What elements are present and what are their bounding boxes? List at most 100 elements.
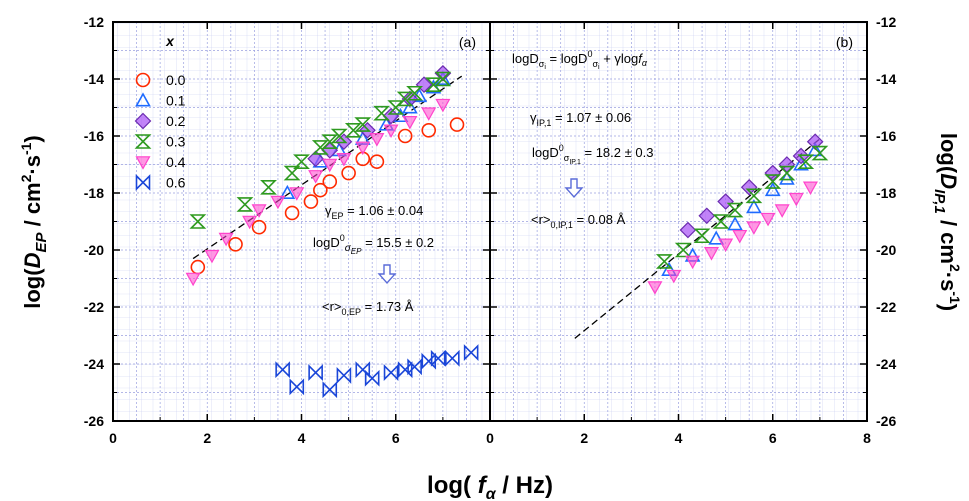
- y-tick-label-left: -12: [84, 14, 104, 30]
- y-tick-label-left: -24: [84, 356, 104, 372]
- data-point: [712, 214, 730, 229]
- data-point: [354, 117, 372, 132]
- data-point: [647, 281, 663, 295]
- fit-line: [192, 75, 463, 260]
- data-point: [760, 212, 776, 227]
- data-point: [218, 232, 234, 247]
- x-tick-label: 4: [675, 430, 683, 446]
- y-tick-label-right: -18: [876, 185, 896, 201]
- data-point: [303, 194, 319, 209]
- legend-marker: [134, 112, 152, 130]
- data-point: [425, 77, 442, 92]
- data-point: [308, 364, 323, 381]
- annotation-gamma-ep: γEP = 1.06 ± 0.04: [325, 203, 423, 221]
- x-tick-label: 2: [203, 430, 211, 446]
- data-point: [369, 133, 385, 147]
- panel-label: (a): [459, 34, 476, 50]
- data-point: [260, 180, 277, 195]
- data-point: [322, 158, 338, 173]
- annotation-r-ep: <r>0,EP = 1.73 Å: [322, 299, 414, 317]
- y-tick-label-right: -20: [876, 242, 896, 258]
- data-point: [396, 91, 414, 107]
- data-point: [289, 378, 305, 396]
- series-0.4: [185, 98, 451, 287]
- legend-label: 0.1: [166, 93, 186, 109]
- y-tick-label-right: -26: [876, 413, 896, 429]
- data-point: [802, 181, 818, 196]
- data-point: [449, 117, 465, 132]
- panel-a: 0 2 4 6 (a) x 0.0 0.1 0.2 0.3 0.4 0.6: [109, 21, 491, 446]
- y-tick-label-left: -16: [84, 128, 104, 144]
- data-point: [322, 381, 338, 399]
- data-point: [330, 128, 348, 144]
- annotation-r-ip: <r>0,IP,1 = 0.08 Å: [531, 212, 626, 230]
- data-point: [764, 174, 782, 189]
- legend-label: 0.2: [166, 113, 186, 129]
- data-point: [307, 150, 324, 168]
- panel-label: (b): [836, 34, 853, 50]
- data-point: [727, 216, 743, 231]
- legend: x 0.0 0.1 0.2 0.3 0.4 0.6: [134, 33, 186, 191]
- data-point: [666, 269, 682, 284]
- y-axis-title-left: log(DEP / cm2·s-1): [18, 135, 50, 309]
- data-point: [279, 184, 296, 199]
- data-point: [397, 128, 413, 144]
- data-point: [406, 85, 424, 101]
- data-point: [322, 174, 338, 189]
- legend-label: 0.0: [166, 72, 186, 88]
- data-point: [251, 204, 267, 218]
- down-arrow-icon: [564, 178, 584, 199]
- data-point: [313, 182, 328, 198]
- y-tick-label-right: -14: [876, 71, 896, 87]
- data-point: [698, 207, 716, 225]
- data-point: [788, 192, 804, 207]
- data-point: [407, 358, 422, 376]
- data-point: [311, 140, 329, 155]
- data-point: [321, 134, 339, 149]
- data-point: [732, 229, 748, 244]
- data-point: [421, 123, 437, 138]
- x-tick-label: 0: [486, 430, 494, 446]
- data-point: [383, 364, 399, 381]
- data-point: [283, 165, 301, 181]
- series-0.3: [655, 145, 829, 269]
- data-point: [463, 344, 479, 362]
- data-point: [402, 115, 418, 130]
- data-point: [807, 142, 824, 157]
- series-0.6: [275, 344, 479, 399]
- data-point: [708, 230, 725, 245]
- data-point: [740, 178, 758, 196]
- data-point: [797, 154, 815, 169]
- data-point: [778, 165, 796, 181]
- data-point: [435, 98, 451, 113]
- y-tick-label-left: -18: [84, 185, 104, 201]
- legend-marker: [135, 72, 151, 88]
- series-0.0: [190, 117, 465, 275]
- data-point: [355, 141, 371, 156]
- y-tick-label-left: -20: [84, 242, 104, 258]
- data-point: [745, 188, 763, 204]
- x-tick-label: 0: [109, 430, 117, 446]
- data-point: [364, 369, 380, 387]
- data-point: [369, 154, 385, 169]
- annotation-equation: logDσi = logD0σi + γlogfα: [512, 49, 648, 71]
- data-point: [764, 182, 781, 197]
- legend-title: x: [165, 33, 175, 49]
- data-point: [655, 254, 673, 269]
- x-tick-label: 2: [580, 430, 588, 446]
- data-point: [746, 199, 762, 214]
- data-point: [228, 237, 243, 252]
- series-0.4: [647, 181, 818, 295]
- series-0.3: [189, 71, 452, 229]
- data-point: [774, 204, 790, 218]
- data-point: [242, 215, 258, 230]
- annotation-logd-ep: logD0σEP = 15.5 ± 0.2: [313, 233, 434, 256]
- y-tick-label-right: -24: [876, 356, 896, 372]
- data-point: [402, 99, 418, 114]
- y-tick-label-left: -26: [84, 413, 104, 429]
- data-point: [236, 197, 254, 212]
- x-axis-title: log( fα / Hz): [427, 472, 553, 501]
- legend-marker: [135, 156, 151, 170]
- y-tick-label-right: -12: [876, 14, 896, 30]
